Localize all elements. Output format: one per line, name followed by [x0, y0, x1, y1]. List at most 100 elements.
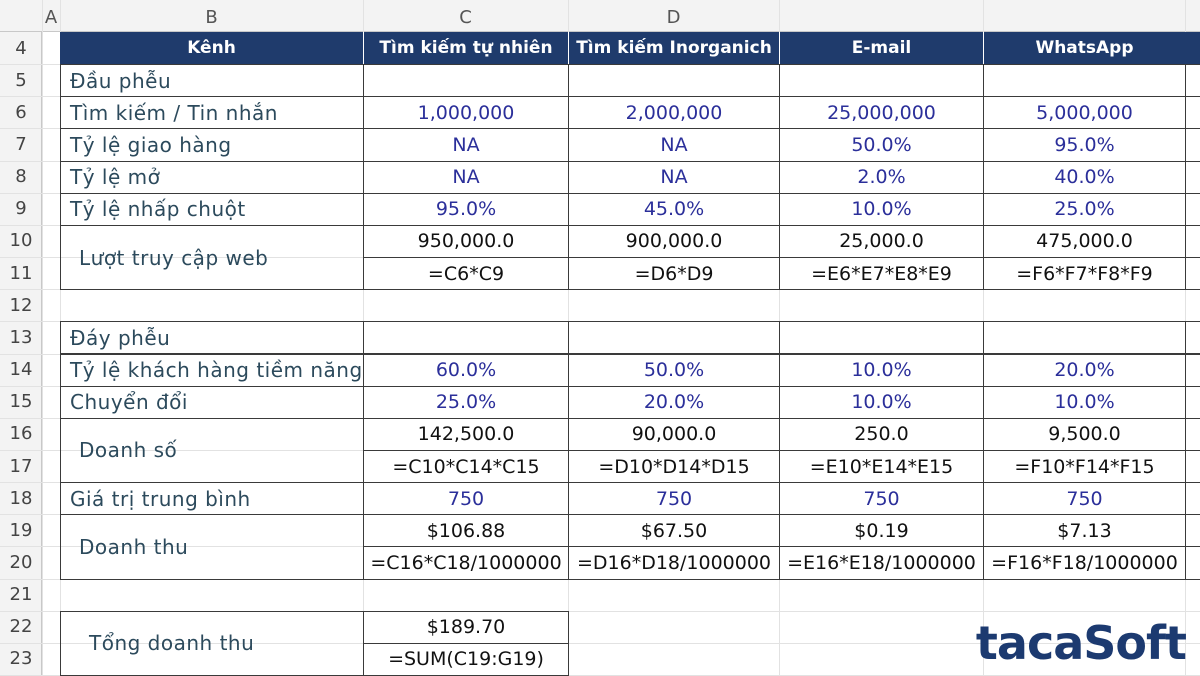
value-cell: 750	[568, 482, 780, 516]
value-cell: 20.0%	[983, 353, 1186, 387]
value-cell: 10.0%	[779, 353, 984, 387]
empty-cell	[983, 64, 1186, 98]
label-cell: Chuyển đổi	[60, 385, 364, 419]
empty-cell	[568, 64, 780, 98]
column-header: D	[666, 6, 681, 28]
formula-cell: =C10*C14*C15	[363, 449, 569, 484]
value-cell: 10.0%	[779, 385, 984, 419]
header-cell: Kênh	[187, 38, 236, 59]
value-cell: 2.0%	[779, 160, 984, 194]
header-cell: Tìm kiếm tự nhiên	[363, 32, 568, 65]
value-cell: 10.0%	[779, 192, 984, 226]
partial-cell	[1185, 224, 1200, 259]
row-header: 17	[9, 455, 33, 477]
header-cell: E-mail	[779, 32, 983, 65]
value-cell: 5,000,000	[983, 96, 1186, 130]
row-header: 10	[9, 230, 33, 252]
partial-cell	[1185, 257, 1200, 291]
grid-row-line	[0, 642, 1200, 644]
value-cell: 750	[363, 482, 569, 516]
label-cell: Giá trị trung bình	[60, 482, 364, 516]
value-cell: 950,000.0	[363, 224, 569, 259]
row-header: 23	[9, 648, 33, 670]
value-cell: $67.50	[568, 514, 780, 548]
value-cell: $7.13	[983, 514, 1186, 548]
value-cell: 25,000.0	[779, 224, 984, 259]
empty-cell	[363, 321, 569, 355]
empty-cell	[983, 321, 1186, 355]
row-header: 20	[9, 551, 33, 573]
row-header: 8	[15, 166, 27, 188]
value-cell: 475,000.0	[983, 224, 1186, 259]
row-header: 7	[15, 134, 27, 155]
value-cell: 25,000,000	[779, 96, 984, 130]
value-cell: 9,500.0	[983, 417, 1186, 451]
value-cell: $106.88	[363, 514, 569, 548]
value-cell: 1,000,000	[363, 96, 569, 130]
formula-cell: =E16*E18/1000000	[779, 546, 984, 580]
partial-cell	[1185, 417, 1200, 451]
row-header: 5	[15, 69, 27, 91]
row-header: 18	[9, 487, 33, 509]
table-header-bg	[60, 32, 1200, 65]
formula-cell: =F6*F7*F8*F9	[983, 257, 1186, 291]
value-cell: 25.0%	[363, 385, 569, 419]
formula-cell: =E10*E14*E15	[779, 449, 984, 484]
row-header: 6	[15, 101, 27, 123]
value-cell: NA	[568, 160, 780, 194]
column-header-band	[0, 0, 1200, 32]
partial-cell	[1185, 192, 1200, 226]
value-cell: 10.0%	[983, 385, 1186, 419]
row-header: 21	[9, 584, 33, 606]
partial-cell	[1185, 64, 1200, 98]
empty-cell	[779, 64, 984, 98]
value-cell: 50.0%	[568, 353, 780, 387]
row-header: 19	[9, 519, 33, 541]
value-cell: 50.0%	[779, 128, 984, 162]
row-header: 4	[15, 37, 27, 59]
label-cell: Doanh số	[60, 417, 364, 484]
row-header: 9	[15, 198, 27, 220]
column-header: C	[459, 6, 472, 28]
empty-cell	[568, 321, 780, 355]
logo: tacaSoft	[975, 616, 1187, 670]
column-header: A	[44, 6, 58, 28]
column-header: B	[205, 6, 218, 28]
empty-cell	[363, 64, 569, 98]
formula-cell: =C6*C9	[363, 257, 569, 291]
value-cell: 20.0%	[568, 385, 780, 419]
grid-row-line	[0, 610, 1200, 612]
row-header: 14	[9, 359, 33, 381]
partial-cell	[1185, 96, 1200, 130]
value-cell: 60.0%	[363, 353, 569, 387]
label-cell: Tổng doanh thu	[60, 610, 364, 676]
value-cell: 900,000.0	[568, 224, 780, 259]
value-cell: 40.0%	[983, 160, 1186, 194]
formula-cell: =SUM(C19:G19)	[363, 642, 569, 676]
label-cell: Doanh thu	[60, 514, 364, 580]
partial-cell	[1185, 514, 1200, 548]
row-header: 15	[9, 391, 33, 413]
row-header: 22	[9, 616, 33, 638]
label-cell: Đầu phễu	[60, 64, 364, 98]
formula-cell: =E6*E7*E8*E9	[779, 257, 984, 291]
value-cell: 45.0%	[568, 192, 780, 226]
empty-cell	[779, 321, 984, 355]
row-header: 12	[9, 294, 33, 316]
row-header: 13	[9, 326, 33, 348]
value-cell: 95.0%	[983, 128, 1186, 162]
formula-cell: =D16*D18/1000000	[568, 546, 780, 580]
partial-cell	[1185, 385, 1200, 419]
value-cell: NA	[363, 128, 569, 162]
row-header: 16	[9, 423, 33, 445]
label-cell: Tỷ lệ nhấp chuột	[60, 192, 364, 226]
value-cell: 90,000.0	[568, 417, 780, 451]
header-cell: WhatsApp	[983, 32, 1185, 65]
row-header: 11	[9, 262, 33, 284]
value-cell: $0.19	[779, 514, 984, 548]
formula-cell: =C16*C18/1000000	[363, 546, 569, 580]
value-cell: 142,500.0	[363, 417, 569, 451]
partial-cell	[1185, 128, 1200, 162]
label-cell: Tỷ lệ giao hàng	[60, 128, 364, 162]
